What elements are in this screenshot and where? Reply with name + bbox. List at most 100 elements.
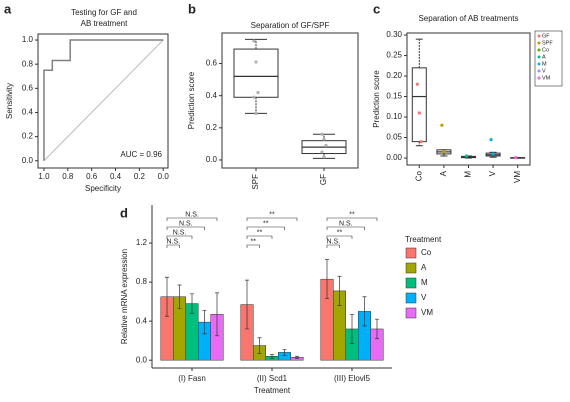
point bbox=[491, 152, 495, 156]
panel-label: d bbox=[120, 205, 128, 220]
x-tick-label: 0.6 bbox=[86, 172, 98, 181]
legend-label: M bbox=[421, 278, 428, 287]
panel-label: c bbox=[373, 1, 380, 16]
significance-bracket bbox=[246, 217, 298, 221]
y-axis-label: Prediction score bbox=[187, 71, 196, 129]
point bbox=[415, 82, 419, 86]
chart-title: Separation of GF/SPF bbox=[251, 21, 330, 30]
x-tick-label: GF bbox=[319, 174, 328, 185]
point bbox=[442, 150, 446, 154]
y-tick-label: 0.10 bbox=[386, 112, 402, 121]
legend-swatch bbox=[537, 41, 541, 45]
legend-label: V bbox=[542, 68, 546, 74]
y-tick-label: 0.4 bbox=[206, 91, 218, 100]
significance-label: N.S. bbox=[185, 211, 199, 218]
point bbox=[324, 143, 328, 148]
y-tick-label: 0.2 bbox=[206, 123, 218, 132]
significance-label: ** bbox=[263, 220, 269, 227]
legend-label: A bbox=[542, 54, 546, 60]
error-bar bbox=[215, 292, 219, 337]
y-axis-label: Relative mRNA expression bbox=[120, 249, 129, 344]
legend-swatch bbox=[537, 55, 541, 59]
chart-title: Separation of AB treatments bbox=[418, 14, 518, 23]
roc-curve bbox=[43, 39, 164, 161]
legend-swatch bbox=[405, 277, 417, 289]
error-bar bbox=[325, 259, 329, 300]
point bbox=[254, 111, 258, 115]
panel-label: b bbox=[188, 1, 196, 16]
significance-label: ** bbox=[337, 229, 343, 236]
x-tick-label: (III) Elovl5 bbox=[334, 374, 371, 383]
legend-swatch bbox=[405, 262, 417, 274]
y-tick-label: 0.0 bbox=[206, 155, 218, 164]
y-tick-label: 0.6 bbox=[206, 59, 218, 68]
point bbox=[440, 123, 444, 127]
box bbox=[233, 48, 279, 98]
significance-label: N.S. bbox=[326, 238, 340, 245]
x-tick-label: V bbox=[488, 170, 497, 176]
plot-frame bbox=[221, 32, 359, 169]
y-tick-label: 0.0 bbox=[136, 355, 148, 364]
y-tick-label: 0.30 bbox=[386, 30, 402, 39]
error-bar bbox=[177, 284, 182, 309]
point bbox=[256, 90, 260, 95]
legend-swatch bbox=[405, 247, 417, 259]
x-tick-label: M bbox=[464, 171, 473, 178]
legend-label: M bbox=[542, 61, 547, 67]
significance-bracket bbox=[166, 226, 205, 230]
y-tick-label: 1.0 bbox=[22, 35, 34, 44]
legend-swatch bbox=[537, 34, 541, 38]
y-tick-label: 1.2 bbox=[136, 238, 148, 247]
significance-label: ** bbox=[349, 211, 355, 218]
reference-line bbox=[43, 39, 164, 162]
significance-label: ** bbox=[257, 229, 263, 236]
legend-label: VM bbox=[542, 75, 551, 81]
significance-bracket bbox=[166, 244, 180, 248]
y-tick-label: 0.00 bbox=[386, 153, 402, 162]
error-bar bbox=[375, 318, 379, 340]
x-tick-label: 1.0 bbox=[38, 172, 50, 181]
significance-bracket bbox=[246, 226, 285, 230]
error-bar bbox=[257, 337, 262, 354]
significance-bracket bbox=[326, 244, 340, 248]
x-tick-label: 0.8 bbox=[62, 172, 74, 181]
chart-title: AB treatment bbox=[81, 19, 128, 28]
y-tick-label: 0.15 bbox=[386, 92, 402, 101]
y-tick-label: 0.0 bbox=[22, 156, 34, 165]
legend-label: A bbox=[421, 263, 427, 272]
y-tick-label: 0.8 bbox=[22, 59, 34, 68]
error-bar bbox=[362, 296, 367, 327]
legend-swatch bbox=[537, 48, 541, 52]
point bbox=[489, 137, 493, 142]
x-tick-label: 0.2 bbox=[134, 172, 146, 181]
x-tick-label: VM bbox=[513, 171, 522, 183]
x-tick-label: 0.0 bbox=[158, 172, 170, 181]
y-tick-label: 0.2 bbox=[22, 132, 34, 141]
y-axis-label: Prediction score bbox=[372, 70, 381, 128]
y-tick-label: 0.20 bbox=[386, 71, 402, 80]
legend-swatch bbox=[537, 76, 541, 80]
x-tick-label: (II) Scd1 bbox=[257, 374, 288, 383]
y-tick-label: 0.4 bbox=[136, 316, 148, 325]
x-tick-label: Co bbox=[414, 170, 423, 181]
x-tick-label: A bbox=[439, 170, 448, 176]
x-tick-label: (I) Fasn bbox=[178, 374, 206, 383]
point bbox=[464, 154, 469, 158]
box bbox=[411, 67, 427, 143]
error-bar bbox=[202, 310, 207, 335]
y-tick-label: 0.4 bbox=[22, 108, 34, 117]
legend-title: Treatment bbox=[405, 235, 442, 244]
significance-bracket bbox=[246, 244, 260, 248]
point bbox=[322, 155, 326, 159]
plot-frame bbox=[37, 33, 169, 169]
significance-label: ** bbox=[269, 211, 275, 218]
significance-bracket bbox=[166, 217, 218, 221]
point bbox=[252, 95, 256, 99]
y-tick-label: 0.05 bbox=[386, 133, 402, 142]
legend-swatch bbox=[405, 292, 417, 304]
x-tick-label: SPF bbox=[251, 174, 260, 190]
point bbox=[322, 137, 326, 141]
annotation: AUC = 0.96 bbox=[120, 150, 162, 159]
legend-label: V bbox=[421, 293, 427, 302]
